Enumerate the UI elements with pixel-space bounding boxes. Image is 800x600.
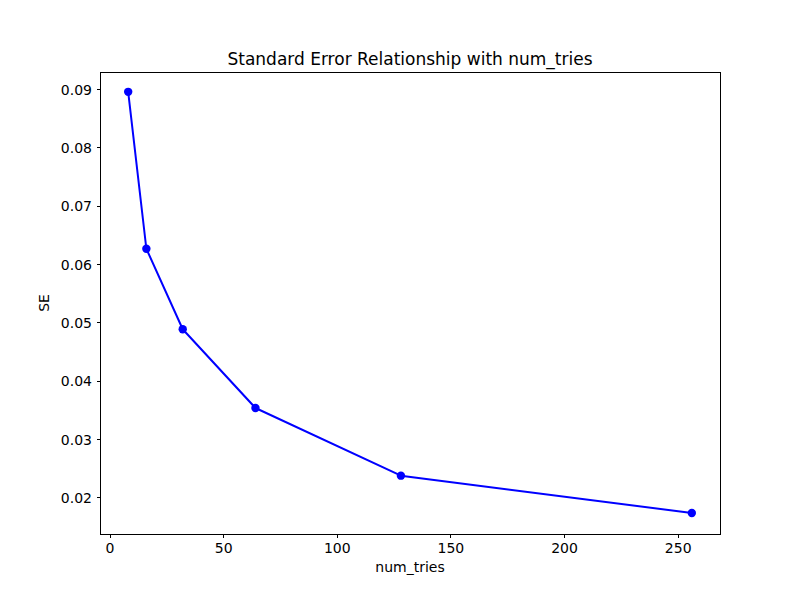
x-tick-label: 50: [215, 540, 233, 556]
x-tick-label: 0: [106, 540, 115, 556]
y-tick-label: 0.08: [61, 140, 92, 156]
plot-area: 0 50 100 150 200 250 0.02 0.03 0.04 0.05 0.06 0.07 0…: [61, 72, 720, 556]
y-tick-label: 0.07: [61, 198, 92, 214]
x-axis-label: num_tries: [375, 559, 444, 575]
x-tick-label: 100: [324, 540, 351, 556]
data-point: [179, 325, 187, 333]
x-tick-label: 150: [438, 540, 465, 556]
data-point: [688, 509, 696, 517]
data-line: [128, 92, 692, 513]
y-tick-label: 0.09: [61, 82, 92, 98]
line-chart: 0 50 100 150 200 250 0.02 0.03 0.04 0.05 0.06 0.07 0…: [0, 0, 800, 600]
y-axis-label: SE: [36, 294, 52, 312]
data-point: [251, 404, 259, 412]
chart-title: Standard Error Relationship with num_tri…: [227, 49, 592, 70]
x-tick-label: 250: [665, 540, 692, 556]
figure: 0 50 100 150 200 250 0.02 0.03 0.04 0.05 0.06 0.07 0…: [0, 0, 800, 600]
y-tick-label: 0.05: [61, 315, 92, 331]
y-tick-label: 0.02: [61, 490, 92, 506]
x-tick-label: 200: [551, 540, 578, 556]
data-point: [142, 245, 150, 253]
plot-border: [100, 72, 720, 534]
data-point: [124, 88, 132, 96]
y-tick-label: 0.04: [61, 373, 92, 389]
data-point: [397, 471, 405, 479]
y-tick-label: 0.06: [61, 257, 92, 273]
y-tick-label: 0.03: [61, 432, 92, 448]
